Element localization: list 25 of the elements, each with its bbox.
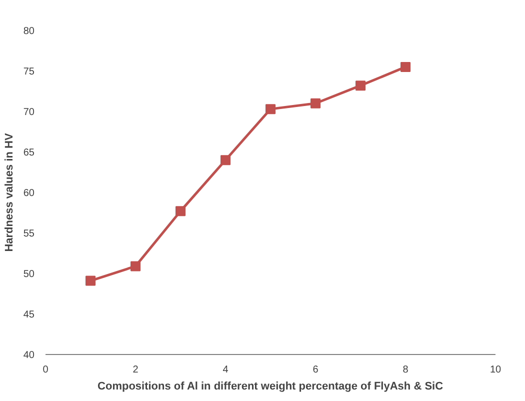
x-tick-label: 4 bbox=[222, 364, 229, 376]
y-tick-label: 70 bbox=[23, 107, 35, 118]
y-axis-title: Hardness values in HV bbox=[3, 132, 16, 252]
point bbox=[86, 276, 96, 286]
point bbox=[356, 80, 366, 91]
point bbox=[310, 98, 320, 108]
x-axis-title: Compositions of Al in different weight percentage of FlyAsh & SiC bbox=[98, 380, 444, 392]
y-tick-label: 50 bbox=[23, 269, 35, 280]
x-tick-label: 0 bbox=[42, 364, 49, 376]
y-tick-label: 65 bbox=[23, 148, 35, 158]
y-tick-label: 40 bbox=[23, 350, 35, 361]
y-tick-label: 80 bbox=[23, 26, 35, 37]
x-tick-label: 2 bbox=[132, 364, 139, 376]
y-tick-label: 45 bbox=[23, 310, 35, 320]
y-tick-label: 60 bbox=[23, 188, 35, 199]
point bbox=[220, 155, 230, 166]
x-tick-label: 8 bbox=[402, 364, 409, 376]
x-tick-label: 10 bbox=[490, 364, 502, 376]
point bbox=[130, 261, 140, 272]
point bbox=[176, 206, 186, 216]
y-tick-label: 55 bbox=[23, 228, 35, 240]
point bbox=[400, 62, 410, 72]
x-tick-label: 6 bbox=[312, 364, 319, 376]
point bbox=[266, 104, 276, 114]
y-tick-label: 75 bbox=[23, 66, 35, 78]
